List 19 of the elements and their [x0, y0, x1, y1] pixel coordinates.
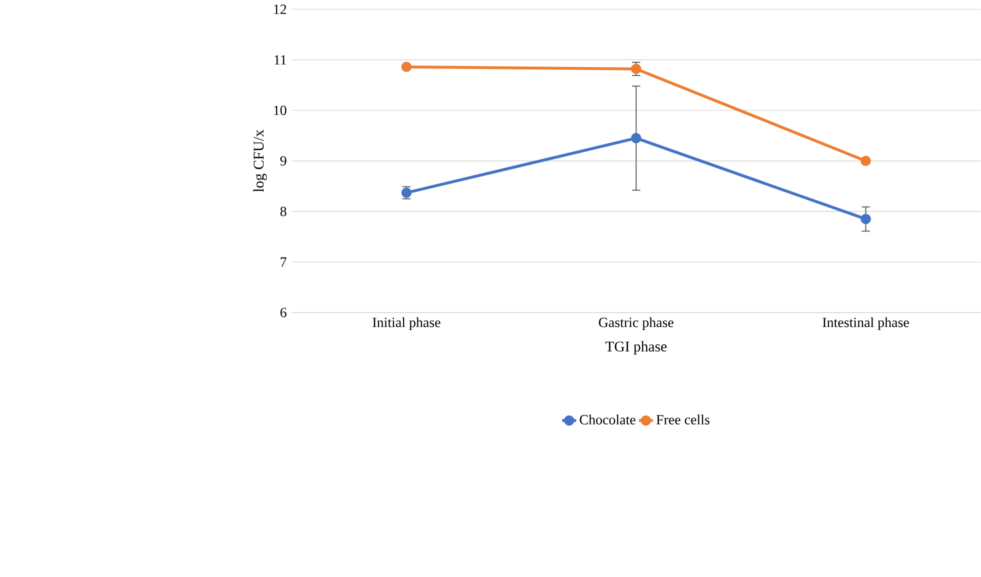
- y-tick-label: 11: [274, 55, 286, 64]
- point: [630, 64, 642, 74]
- y-tick-label: 9: [280, 156, 286, 166]
- legend-label: Chocolate: [580, 414, 636, 424]
- x-tick-label: Initial phase: [372, 317, 440, 330]
- x-tick-label: Intestinal phase: [822, 317, 909, 330]
- y-axis-title: log CFU/x: [253, 130, 267, 192]
- y-tick-label: 8: [280, 206, 286, 216]
- legend-label: Free cells: [656, 414, 710, 424]
- x-tick-label: Gastric phase: [598, 317, 674, 330]
- x-axis-title: TGI phase: [605, 341, 667, 354]
- point: [860, 156, 871, 166]
- point: [860, 214, 871, 224]
- point: [630, 132, 642, 144]
- y-tick-label: 10: [274, 106, 286, 115]
- y-tick-label: 12: [274, 4, 286, 14]
- y-tick-label: 7: [280, 257, 286, 266]
- point: [401, 62, 412, 72]
- y-tick-label: 6: [280, 308, 286, 318]
